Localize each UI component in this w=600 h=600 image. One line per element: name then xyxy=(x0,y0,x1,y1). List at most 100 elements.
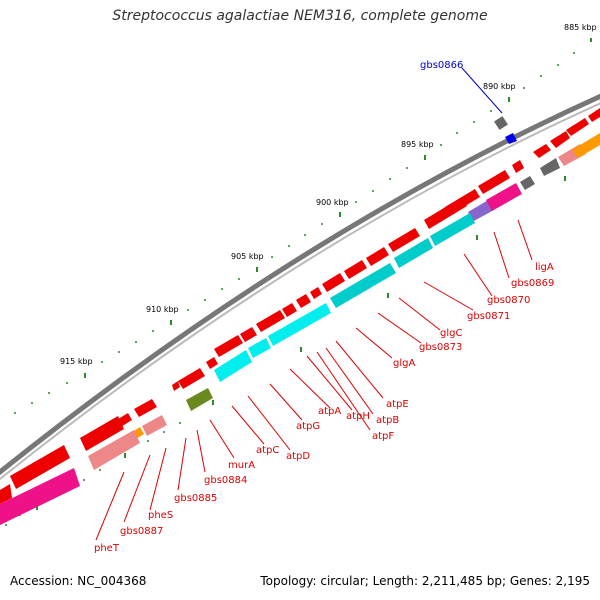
gene-label-atpD[interactable]: atpD xyxy=(286,451,310,462)
kbp-label-890: 890 kbp xyxy=(483,82,516,91)
inner-major-tick xyxy=(124,453,126,458)
cds-arrow[interactable] xyxy=(512,160,524,173)
minor-tick xyxy=(135,341,137,343)
inner-ticks xyxy=(5,176,566,526)
kbp-label-915: 915 kbp xyxy=(60,357,93,366)
minor-tick xyxy=(573,52,575,54)
cds-arrow[interactable] xyxy=(344,260,367,279)
gene-label-pheT[interactable]: pheT xyxy=(94,543,120,554)
cds-arrow[interactable] xyxy=(322,273,345,292)
major-tick xyxy=(339,212,341,217)
cds-arrow[interactable] xyxy=(296,294,311,308)
cds-cyan[interactable] xyxy=(430,213,475,246)
callout-pheS xyxy=(149,447,167,511)
inner-major-tick xyxy=(564,176,566,181)
minor-tick xyxy=(48,392,50,394)
inner-minor-tick xyxy=(147,440,149,442)
gene-label-gbs0869[interactable]: gbs0869 xyxy=(511,278,554,289)
scale-ticks xyxy=(14,38,592,414)
gene-label-atpG[interactable]: atpG xyxy=(296,421,320,432)
minor-tick xyxy=(490,110,492,112)
cds-cyan[interactable] xyxy=(214,350,252,382)
cds-salmon[interactable] xyxy=(88,430,140,470)
cds-cyan[interactable] xyxy=(248,338,271,358)
cds-gray[interactable] xyxy=(540,158,560,176)
cds-pink[interactable] xyxy=(486,183,522,211)
gene-label-gbs0866[interactable]: gbs0866 xyxy=(420,60,463,71)
gene-label-glgA[interactable]: glgA xyxy=(393,358,415,369)
cds-arrow[interactable] xyxy=(10,445,70,489)
cds-arrow[interactable] xyxy=(478,170,510,194)
cds-arrow[interactable] xyxy=(134,399,157,417)
cds-purple[interactable] xyxy=(468,199,494,222)
kbp-label-910: 910 kbp xyxy=(146,305,179,314)
callout-murA xyxy=(209,419,235,459)
gene-label-atpC[interactable]: atpC xyxy=(256,445,279,456)
callout-atpE xyxy=(335,340,384,399)
cds-arrow[interactable] xyxy=(178,368,205,389)
cds-arrow[interactable] xyxy=(588,108,600,122)
gene-label-glgC[interactable]: glgC xyxy=(440,328,462,339)
minor-tick xyxy=(31,402,33,404)
inner-minor-tick xyxy=(99,469,101,471)
genome-backbone xyxy=(0,93,600,476)
callout-gbs0870 xyxy=(463,253,493,297)
inner-minor-tick xyxy=(5,524,7,526)
cds-arrow[interactable] xyxy=(424,197,467,229)
gene-gbs0866-arrow[interactable] xyxy=(505,133,517,144)
gene-label-atpA[interactable]: atpA xyxy=(318,406,341,417)
cds-arrow[interactable] xyxy=(206,357,218,369)
callout-glgA xyxy=(355,327,393,359)
kbp-label-885: 885 kbp xyxy=(564,23,597,32)
cds-arrow[interactable] xyxy=(214,335,243,357)
cds-cyan[interactable] xyxy=(394,238,433,268)
cds-arrow[interactable] xyxy=(0,484,12,504)
gene-label-ligA[interactable]: ligA xyxy=(535,262,554,273)
cds-arrow[interactable] xyxy=(282,303,297,317)
cds-arrow[interactable] xyxy=(172,381,180,391)
cds-cyan[interactable] xyxy=(330,263,396,308)
callout-atpB xyxy=(325,347,374,415)
major-tick xyxy=(590,38,592,42)
cds-olive[interactable] xyxy=(186,388,213,411)
minor-tick xyxy=(101,361,103,363)
gene-label-atpF[interactable]: atpF xyxy=(372,431,394,442)
gene-label-gbs0884[interactable]: gbs0884 xyxy=(204,475,247,486)
minor-tick xyxy=(523,87,525,89)
cds-arrow[interactable] xyxy=(550,131,570,148)
cds-arrow[interactable] xyxy=(240,327,257,342)
cds-arrow[interactable] xyxy=(80,416,124,451)
cds-arrow[interactable] xyxy=(533,144,551,158)
map-title: Streptococcus agalactiae NEM316, complet… xyxy=(112,8,488,24)
cds-orange[interactable] xyxy=(572,133,600,158)
callout-glgC xyxy=(398,297,441,331)
inner-minor-tick xyxy=(163,431,165,433)
gene-label-gbs0871[interactable]: gbs0871 xyxy=(467,311,510,322)
cds-arrow[interactable] xyxy=(388,228,420,252)
cds-arrow[interactable] xyxy=(256,310,285,332)
minor-tick xyxy=(118,351,120,353)
gene-label-pheS[interactable]: pheS xyxy=(148,510,173,521)
gene-label-gbs0885[interactable]: gbs0885 xyxy=(174,493,217,504)
cds-cyan[interactable] xyxy=(268,303,331,346)
cds-pink[interactable] xyxy=(0,468,80,525)
gene-label-gbs0870[interactable]: gbs0870 xyxy=(487,295,530,306)
cds-gray[interactable] xyxy=(520,176,535,190)
callout-gbs0866 xyxy=(461,67,503,114)
kbp-label-895: 895 kbp xyxy=(401,140,434,149)
cds-salmon[interactable] xyxy=(142,415,167,436)
minor-tick xyxy=(66,382,68,384)
gene-label-atpE[interactable]: atpE xyxy=(386,399,409,410)
cds-arrow[interactable] xyxy=(310,287,322,299)
major-tick xyxy=(256,267,258,272)
cds-arrow[interactable] xyxy=(366,247,389,266)
cds-arrow[interactable] xyxy=(566,118,589,136)
gene-label-atpH[interactable]: atpH xyxy=(346,411,370,422)
minor-tick xyxy=(440,144,442,146)
gene-label-atpB[interactable]: atpB xyxy=(376,415,399,426)
major-tick xyxy=(84,373,86,378)
gene-label-gbs0873[interactable]: gbs0873 xyxy=(419,342,462,353)
gene-label-gbs0887[interactable]: gbs0887 xyxy=(120,526,163,537)
gene-label-murA[interactable]: murA xyxy=(228,460,255,471)
